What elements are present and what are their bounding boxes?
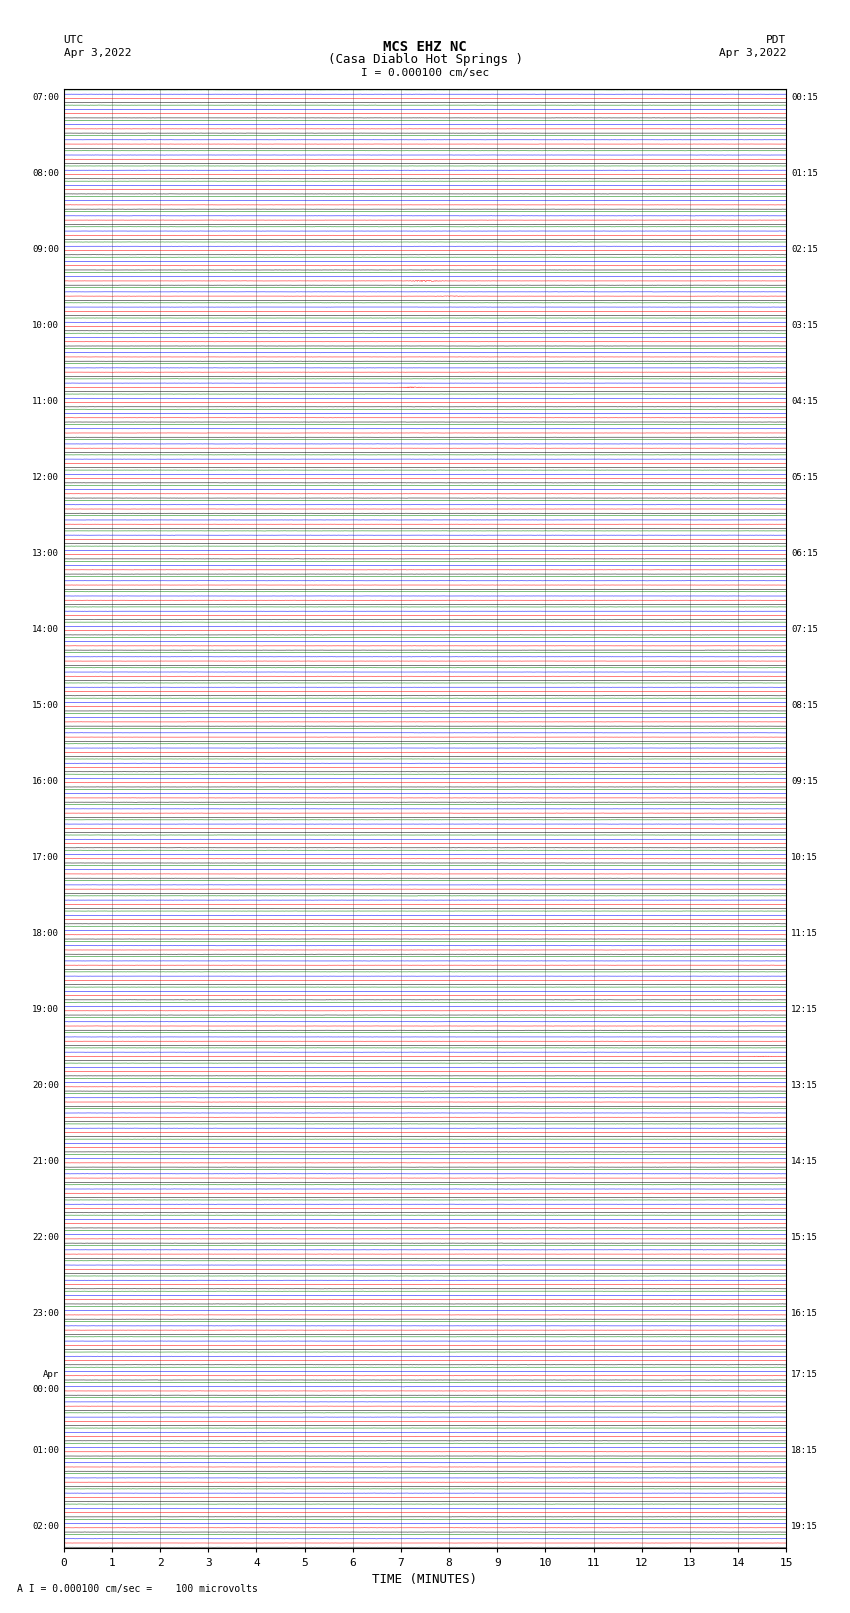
Text: (Casa Diablo Hot Springs ): (Casa Diablo Hot Springs )	[327, 53, 523, 66]
Text: I = 0.000100 cm/sec: I = 0.000100 cm/sec	[361, 68, 489, 77]
Text: Apr 3,2022: Apr 3,2022	[64, 48, 131, 58]
X-axis label: TIME (MINUTES): TIME (MINUTES)	[372, 1573, 478, 1586]
Text: UTC: UTC	[64, 35, 84, 45]
Text: PDT: PDT	[766, 35, 786, 45]
Text: MCS EHZ NC: MCS EHZ NC	[383, 40, 467, 55]
Text: Apr 3,2022: Apr 3,2022	[719, 48, 786, 58]
Text: A I = 0.000100 cm/sec =    100 microvolts: A I = 0.000100 cm/sec = 100 microvolts	[17, 1584, 258, 1594]
